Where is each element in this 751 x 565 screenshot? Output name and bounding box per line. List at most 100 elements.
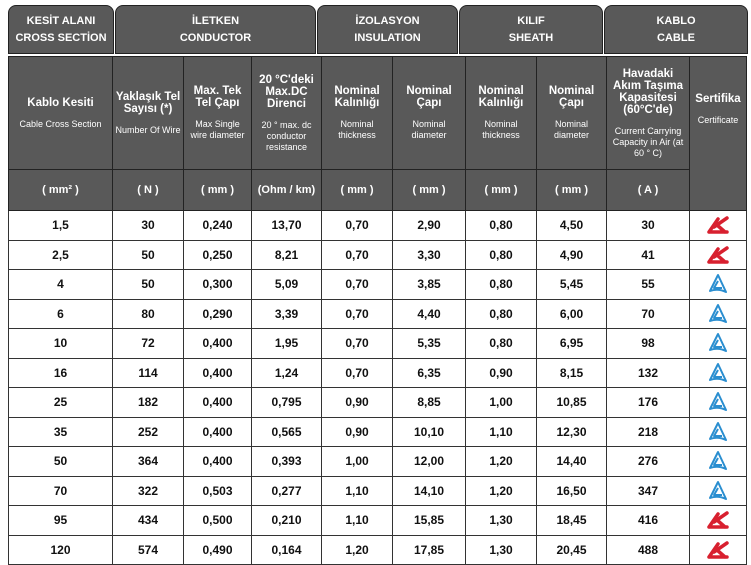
table-cell: 0,400: [183, 416, 252, 447]
table-cell: 176: [606, 387, 690, 418]
group-title: İLETKEN: [191, 14, 240, 27]
column-subtitle: Certificate: [697, 115, 739, 125]
column-unit: ( mm ): [392, 169, 466, 211]
table-cell: 488: [606, 534, 690, 565]
red-cert-icon: [690, 215, 746, 235]
table-cell: 120: [8, 534, 113, 565]
table-cell: 1,00: [465, 387, 537, 418]
column-subtitle: Nominal thickness: [482, 119, 520, 140]
column-subtitle: 20 ° max. dc conductor resistance: [261, 119, 312, 152]
cable-spec-table: Kablo Kesiti Cable Cross Section Yaklaşık …: [8, 56, 747, 565]
certificate-cell: [689, 269, 747, 300]
column-title: Sertifika: [695, 93, 741, 105]
column-subtitle: Cable Cross Section: [19, 118, 102, 129]
table-cell: 8,85: [392, 387, 466, 418]
column-subtitle: Number Of Wire: [115, 124, 181, 135]
group-title: İZOLASYON: [355, 14, 420, 27]
column-unit: ( A ): [606, 169, 690, 211]
table-row: 1,5 30 0,240 13,70 0,70 2,90 0,80 4,50 30: [8, 210, 747, 241]
table-cell: 0,70: [321, 328, 393, 359]
table-cell: 1,10: [321, 475, 393, 506]
table-cell: 1,5: [8, 210, 113, 241]
column-unit: ( mm ): [536, 169, 607, 211]
certificate-cell: [689, 328, 747, 359]
table-cell: 14,10: [392, 475, 466, 506]
certificate-cell: [689, 357, 747, 388]
table-cell: 98: [606, 328, 690, 359]
blue-triangle-cert-icon: [690, 303, 746, 325]
column-title: Yaklaşık Tel Sayısı (*): [115, 90, 181, 115]
certificate-cell: [689, 298, 747, 329]
column-subtitle: Nominal diameter: [553, 119, 589, 140]
table-cell: 15,85: [392, 505, 466, 536]
group-title: KESİT ALANI: [26, 14, 96, 27]
table-cell: 0,90: [321, 387, 393, 418]
table-cell: 16,50: [536, 475, 607, 506]
table-cell: 0,393: [251, 446, 322, 477]
table-cell: 5,35: [392, 328, 466, 359]
column-header: Nominal Çapı Nominal diameter: [392, 56, 466, 170]
table-cell: 25: [8, 387, 113, 418]
group-title: KILIF: [517, 14, 545, 27]
column-subtitle: Nominal diameter: [411, 119, 447, 140]
table-cell: 50: [112, 239, 184, 270]
table-cell: 0,290: [183, 298, 252, 329]
table-cell: 0,80: [465, 239, 537, 270]
table-cell: 364: [112, 446, 184, 477]
table-cell: 0,400: [183, 387, 252, 418]
table-row: 4 50 0,300 5,09 0,70 3,85 0,80 5,45 55: [8, 269, 747, 300]
table-cell: 1,30: [465, 534, 537, 565]
group-header: İLETKEN CONDUCTOR: [115, 5, 316, 54]
certificate-cell: [689, 210, 747, 241]
column-header: 20 °C'deki Max.DC Direnci 20 ° max. dc co…: [251, 56, 322, 170]
red-cert-icon: [690, 540, 746, 560]
table-cell: 35: [8, 416, 113, 447]
table-cell: 434: [112, 505, 184, 536]
column-header: Kablo Kesiti Cable Cross Section: [8, 56, 113, 170]
blue-triangle-cert-icon: [690, 421, 746, 443]
table-cell: 0,240: [183, 210, 252, 241]
table-cell: 8,21: [251, 239, 322, 270]
table-cell: 3,39: [251, 298, 322, 329]
table-cell: 17,85: [392, 534, 466, 565]
group-subtitle: CABLE: [657, 31, 695, 44]
table-cell: 0,250: [183, 239, 252, 270]
table-cell: 12,30: [536, 416, 607, 447]
group-header: KILIF SHEATH: [459, 5, 603, 54]
table-cell: 14,40: [536, 446, 607, 477]
table-cell: 0,80: [465, 269, 537, 300]
blue-triangle-cert-icon: [690, 273, 746, 295]
table-cell: 114: [112, 357, 184, 388]
table-cell: 0,565: [251, 416, 322, 447]
table-cell: 13,70: [251, 210, 322, 241]
table-cell: 20,45: [536, 534, 607, 565]
table-cell: 0,80: [465, 328, 537, 359]
certificate-cell: [689, 416, 747, 447]
table-cell: 574: [112, 534, 184, 565]
table-cell: 4,50: [536, 210, 607, 241]
group-subtitle: CONDUCTOR: [179, 31, 252, 44]
table-row: 95 434 0,500 0,210 1,10 15,85 1,30 18,45 416: [8, 505, 747, 536]
table-cell: 322: [112, 475, 184, 506]
table-cell: 0,503: [183, 475, 252, 506]
table-cell: 16: [8, 357, 113, 388]
table-row: 120 574 0,490 0,164 1,20 17,85 1,30 20,45 488: [8, 534, 747, 565]
column-title: Nominal Çapı: [406, 85, 452, 109]
blue-triangle-cert-icon: [690, 450, 746, 472]
column-groups: KESİT ALANI CROSS SECTİON İLETKEN CONDUCTOR…: [0, 5, 751, 54]
column-unit: ( mm ): [183, 169, 252, 211]
table-cell: 416: [606, 505, 690, 536]
table-row: 70 322 0,503 0,277 1,10 14,10 1,20 16,50 347: [8, 475, 747, 506]
table-cell: 347: [606, 475, 690, 506]
table-cell: 2,90: [392, 210, 466, 241]
table-cell: 0,80: [465, 210, 537, 241]
table-cell: 50: [112, 269, 184, 300]
blue-triangle-cert-icon: [690, 362, 746, 384]
table-row: 16 114 0,400 1,24 0,70 6,35 0,90 8,15 132: [8, 357, 747, 388]
table-cell: 50: [8, 446, 113, 477]
table-cell: 0,90: [321, 416, 393, 447]
table-cell: 0,70: [321, 239, 393, 270]
table-cell: 1,95: [251, 328, 322, 359]
column-title: Nominal Kalınlığı: [334, 85, 380, 109]
table-cell: 252: [112, 416, 184, 447]
